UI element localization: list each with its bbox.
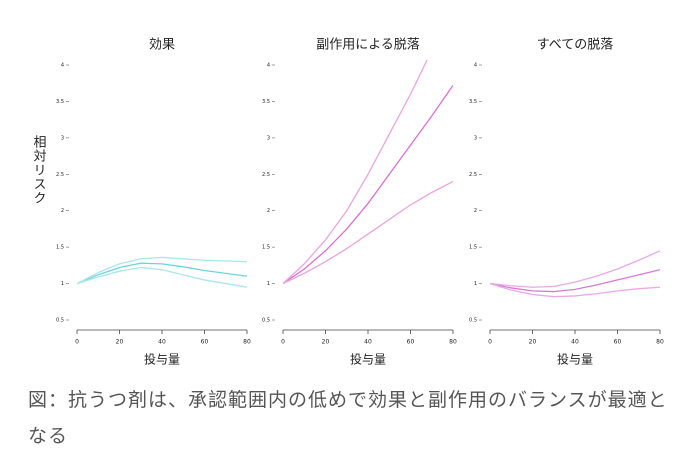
plot-area [490,250,660,298]
line-series [283,60,428,285]
line-series [490,250,660,288]
plot-area [283,60,453,285]
x-tick-label: 80 [449,339,457,346]
y-tick-label: 2.5 [469,172,477,178]
x-tick-label: 80 [243,339,251,346]
y-tick-label: 1 [474,281,477,287]
y-tick-label: 0.5 [262,318,270,324]
x-tick-label: 20 [322,339,330,346]
y-tick-label: 1.5 [469,245,477,251]
panel-title: すべての脱落 [537,38,614,53]
x-tick-label: 40 [571,339,579,346]
y-tick-label: 2.5 [262,172,270,178]
y-tick-label: 3.5 [469,99,477,105]
y-tick-label: 4 [474,63,477,69]
x-axis-label: 投与量 [557,352,593,367]
line-series [490,269,660,293]
x-tick-label: 0 [488,339,492,346]
y-tick-label: 2 [267,208,270,214]
line-series [283,85,453,285]
y-axis-label: 相対リスク [31,135,47,205]
caption: 図：抗うつ剤は、承認範囲内の低めで効果と副作用のバランスが最適となる [28,389,668,447]
x-tick-label: 0 [75,339,79,346]
y-tick-label: 3.5 [262,99,270,105]
y-tick-label: 4 [267,63,270,69]
y-tick-label: 4 [61,63,64,69]
y-tick-label: 3 [474,135,477,141]
y-tick-label: 3 [267,135,270,141]
y-tick-label: 1.5 [262,245,270,251]
y-tick-label: 1.5 [56,245,64,251]
x-tick-label: 40 [158,339,166,346]
x-tick-label: 60 [201,339,209,346]
panel-title: 副作用による脱落 [316,38,420,53]
line-series [77,262,247,285]
panel-title: 効果 [149,38,175,53]
line-series [490,282,660,298]
line-series [283,180,453,285]
x-tick-label: 40 [364,339,372,346]
x-tick-label: 20 [116,339,124,346]
y-tick-label: 2 [474,208,477,214]
x-axis-label: 投与量 [144,352,180,367]
x-axis-label: 投与量 [350,352,386,367]
plot-area [77,256,247,288]
x-tick-label: 20 [529,339,537,346]
y-tick-label: 2.5 [56,172,64,178]
y-tick-label: 1 [61,281,64,287]
line-series [77,266,247,288]
x-tick-label: 60 [614,339,622,346]
x-tick-label: 0 [281,339,285,346]
y-tick-label: 0.5 [469,318,477,324]
line-series [77,256,247,285]
y-tick-label: 3.5 [56,99,64,105]
x-tick-label: 80 [656,339,664,346]
y-tick-label: 0.5 [56,318,64,324]
x-tick-label: 60 [407,339,415,346]
y-tick-label: 2 [61,208,64,214]
y-tick-label: 3 [61,135,64,141]
y-tick-label: 1 [267,281,270,287]
